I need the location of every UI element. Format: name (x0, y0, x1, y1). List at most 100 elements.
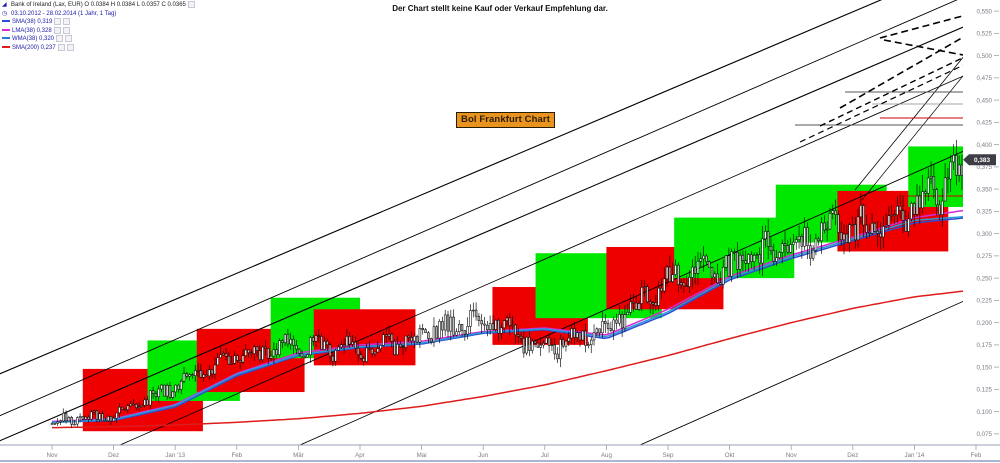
candle-body (387, 333, 391, 337)
indicator-close-box[interactable] (65, 35, 73, 43)
candle-body (278, 340, 281, 355)
candle-body (179, 380, 183, 390)
y-tick-label: 0,375 (977, 164, 993, 171)
sma200-color-swatch (2, 45, 10, 48)
candle-body (472, 309, 475, 312)
x-tick-label: Nov (786, 452, 798, 459)
x-tick-label: Jul (541, 452, 549, 459)
time-axis[interactable]: Nov Dez Jan '13 Feb Mär Apr Mai Jun Jul Aug Sep Okt… (46, 445, 982, 459)
candle-body (295, 345, 298, 350)
candle-body (351, 341, 354, 345)
candle-body (272, 349, 276, 357)
candle-body (668, 266, 672, 282)
candle-body (56, 421, 59, 424)
y-tick-label: 0,500 (977, 53, 993, 60)
candle-body (570, 328, 573, 339)
candle-body (550, 344, 554, 347)
chart-type-icon: ◢ (2, 2, 7, 9)
lma38-line (51, 209, 963, 423)
indicator-close-box[interactable] (66, 43, 74, 51)
candle-body (382, 334, 385, 346)
candle-body (578, 332, 582, 341)
candle-body (320, 336, 323, 350)
candle-body (491, 323, 495, 330)
candle-body (354, 341, 357, 349)
candle-body (949, 161, 952, 180)
candle-body (413, 335, 416, 342)
candle-body (191, 374, 194, 376)
candle-body (247, 349, 250, 353)
candle-body (907, 218, 910, 232)
candle-body (129, 403, 132, 407)
candle-body (620, 314, 624, 329)
x-tick-label: Jan '13 (165, 452, 185, 459)
candle-body (924, 191, 927, 194)
candle-body (744, 260, 747, 264)
candle-body (539, 344, 542, 348)
price-axis[interactable]: 0,550 0,525 0,500 0,475 0,450 0,425 0,400 0,375… (977, 8, 999, 438)
chart-legend: ◢ Bank of Ireland (Lax, EUR) O 0.0384 H 0… (2, 1, 232, 53)
candle-body (828, 213, 832, 230)
candle-body (941, 200, 944, 215)
candle-body (865, 224, 868, 233)
candle-body (502, 320, 506, 329)
instrument-row[interactable]: ◢ Bank of Ireland (Lax, EUR) O 0.0384 H 0… (2, 1, 232, 10)
candle-body (806, 227, 809, 246)
candle-body (362, 358, 365, 362)
indicator-settings-box[interactable] (54, 18, 62, 26)
candle-body (795, 239, 798, 243)
candle-body (50, 423, 54, 425)
y-tick-label: 0,100 (977, 409, 993, 416)
candle-body (160, 384, 163, 390)
candle-body (236, 355, 239, 361)
candle-body (665, 266, 669, 280)
candle-body (912, 203, 916, 215)
candle-body (623, 314, 627, 329)
candle-body (177, 384, 180, 390)
candle-body (165, 385, 169, 397)
instrument-toggle-box[interactable] (187, 1, 195, 8)
candle-body (736, 252, 739, 270)
candle-body (92, 410, 96, 413)
candle-body (104, 420, 107, 422)
candle-body (764, 231, 767, 240)
candle-body (283, 334, 287, 343)
indicator-settings-box[interactable] (53, 26, 61, 34)
x-tick-label: Okt (725, 452, 735, 459)
candle-body (870, 222, 874, 234)
candle-body (719, 282, 722, 285)
candle-body (118, 406, 121, 414)
candle-body (216, 357, 219, 366)
indicator-row-sma38[interactable]: SMA(38) 0,319 (2, 18, 232, 27)
candle-body (418, 328, 422, 343)
candle-body (882, 226, 885, 238)
candle-body (365, 347, 368, 362)
candle-body (359, 354, 363, 359)
candle-body (626, 312, 629, 315)
y-tick-label: 0,550 (977, 8, 993, 15)
candle-body (834, 210, 837, 215)
candle-body (592, 332, 596, 341)
candle-body (480, 320, 483, 325)
candle-body (955, 155, 958, 176)
indicator-row-sma200[interactable]: SMA(200) 0,237 (2, 43, 232, 53)
candle-body (64, 412, 68, 422)
candle-body (702, 255, 705, 260)
period-row[interactable]: ◷ 03.10.2012 - 28.02.2014 (1 Jahr, 1 Tag) (2, 10, 232, 19)
indicator-close-box[interactable] (63, 18, 71, 26)
candle-body (964, 169, 966, 176)
candle-body (435, 326, 438, 339)
candle-body (297, 348, 301, 354)
indicator-close-box[interactable] (62, 26, 70, 34)
indicator-settings-box[interactable] (56, 35, 64, 43)
candle-body (463, 330, 467, 335)
candle-body (477, 315, 481, 321)
candle-body (438, 321, 441, 339)
x-tick-label: Nov (46, 452, 58, 459)
candle-body (73, 423, 76, 426)
candle-body (918, 195, 922, 209)
indicator-settings-box[interactable] (57, 43, 65, 51)
indicator-row-lma38[interactable]: LMA(38) 0,328 (2, 26, 232, 36)
indicator-row-wma38[interactable]: WMA(38) 0,320 (2, 35, 232, 44)
candlestick-layer (50, 139, 966, 428)
